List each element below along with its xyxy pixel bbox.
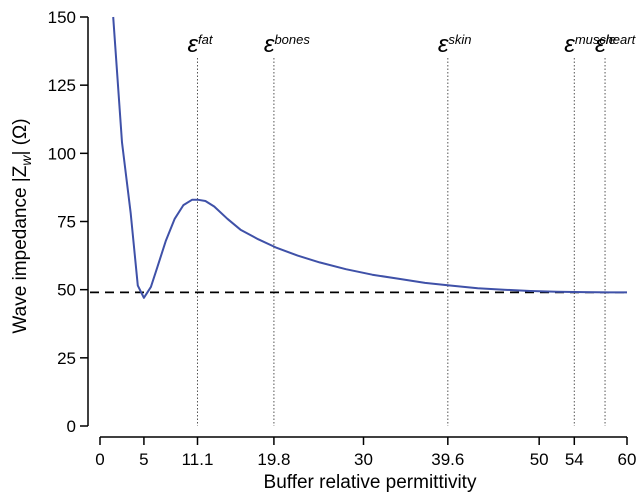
y-tick-label: 50	[57, 281, 76, 300]
y-axis-label-tail: | (Ω)	[10, 118, 31, 155]
tissue-label: εfat	[187, 31, 213, 58]
x-tick-label: 0	[95, 450, 104, 469]
x-tick-label: 30	[354, 450, 373, 469]
tissue-marker-lines	[196, 58, 606, 426]
epsilon-symbol: ε	[264, 31, 275, 58]
y-tick-label: 125	[48, 76, 76, 95]
y-axis: 0 25 50 75 100 125 150	[48, 8, 89, 436]
x-tick-label: 5	[139, 450, 148, 469]
tissue-label-sub: fat	[198, 32, 214, 47]
x-tick-label: 60	[618, 450, 637, 469]
tissue-label: εmuscle	[564, 31, 616, 58]
y-tick-label: 150	[48, 8, 76, 27]
x-tick-label: 11.1	[182, 450, 214, 469]
x-tick-label: 50	[530, 450, 549, 469]
y-axis-label-sub: w	[18, 155, 34, 166]
y-axis-label-main: Wave impedance |Z	[10, 165, 31, 333]
y-tick-label: 25	[57, 349, 76, 368]
impedance-curve	[112, 16, 627, 299]
x-axis: 0 5 11.1 19.8 30 39.6 50 54 60	[95, 436, 637, 469]
epsilon-symbol: ε	[187, 31, 198, 58]
y-tick-label: 0	[67, 417, 76, 436]
y-axis-label: Wave impedance |Zw| (Ω)	[10, 118, 34, 333]
tissue-label: εheart	[595, 31, 637, 58]
tissue-label: εbones	[264, 31, 310, 58]
x-tick-label: 54	[565, 450, 584, 469]
tissue-label: εskin	[438, 31, 472, 58]
x-tick-label: 19.8	[257, 450, 290, 469]
y-tick-label: 100	[48, 144, 76, 163]
tissue-label-sub: muscle	[575, 32, 616, 47]
tissue-label-sub: skin	[448, 32, 471, 47]
x-tick-label: 39.6	[431, 450, 464, 469]
tissue-label-sub: heart	[606, 32, 637, 47]
y-tick-label: 75	[57, 213, 76, 232]
tissue-label-sub: bones	[274, 32, 310, 47]
epsilon-symbol: ε	[595, 31, 606, 58]
epsilon-symbol: ε	[438, 31, 449, 58]
x-axis-label: Buffer relative permittivity	[264, 472, 477, 493]
epsilon-symbol: ε	[564, 31, 575, 58]
